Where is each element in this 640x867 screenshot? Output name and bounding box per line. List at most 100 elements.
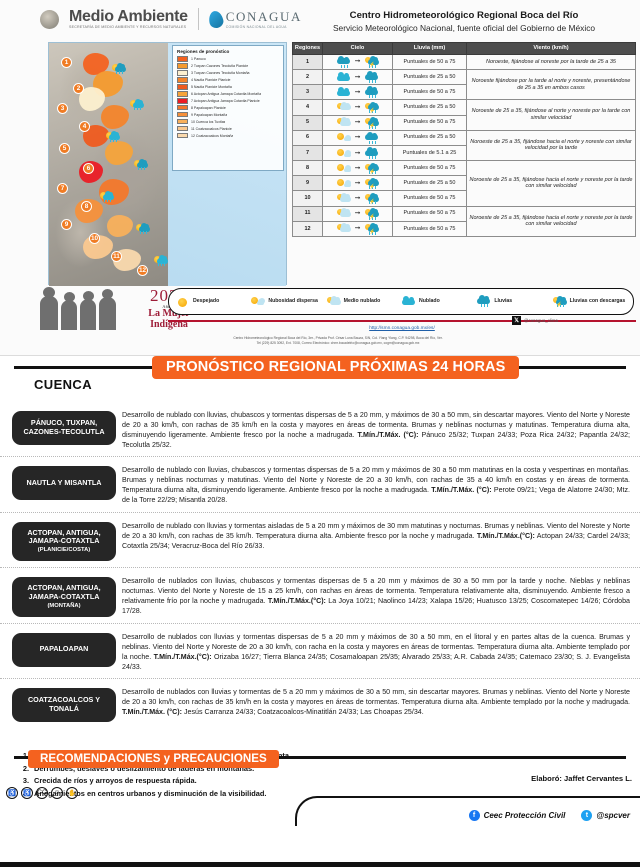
contact-fineprint: Centro Hidrometeorológico Regional Boca … bbox=[40, 336, 636, 346]
recommendation-text: Derrumbes, deslaves o deslizamiento de l… bbox=[34, 763, 255, 773]
twitter-bird-icon: t bbox=[581, 809, 593, 821]
conagua-logo: CONAGUA COMISIÓN NACIONAL DEL AGUA bbox=[207, 9, 302, 29]
map-pin[interactable]: 11 bbox=[111, 251, 122, 262]
map-legend-row: 4 Nautla Planicie Planicie bbox=[177, 76, 279, 83]
x-social-badge[interactable]: 𝕏 @conagua_clima bbox=[512, 316, 558, 325]
page-subtitle: Servicio Meteorológico Nacional, fuente … bbox=[332, 23, 596, 33]
map-legend-label: 4 Nautla Planicie Planicie bbox=[191, 77, 231, 82]
forecast-description: Desarrollo de nublados con lluvias, chub… bbox=[122, 577, 630, 606]
cloud-icon bbox=[336, 87, 351, 98]
document-header-banner: Medio Ambiente SECRETARÍA DE MEDIO AMBIE… bbox=[0, 0, 640, 356]
temperature-label: T.Mín./T.Máx. (°C): bbox=[357, 431, 419, 440]
basin-name: COATZACOALCOS Y TONALÁ bbox=[27, 695, 100, 713]
center-title-block: Centro Hidrometeorológico Regional Boca … bbox=[290, 10, 638, 33]
cell-rain: Puntuales de 50 a 75 bbox=[392, 205, 467, 222]
map-pin[interactable]: 12 bbox=[137, 265, 148, 276]
sky-transition: ➞ ⚡ bbox=[325, 162, 390, 174]
accessibility-icon: ♿ bbox=[21, 786, 33, 799]
rain-cloud-icon bbox=[364, 70, 379, 83]
cloud-icon bbox=[336, 71, 351, 83]
red-divider bbox=[168, 320, 636, 322]
map-weather-icon bbox=[111, 62, 126, 75]
map-pin[interactable]: 8 bbox=[81, 201, 92, 212]
map-pin[interactable]: 4 bbox=[79, 121, 90, 132]
map-legend-row: 2 Tuxpan Cazones Tecolutla Planicie bbox=[177, 62, 279, 69]
sky-transition: ➞ bbox=[325, 70, 390, 83]
cell-region: 8 bbox=[292, 160, 323, 177]
map-pin[interactable]: 2 bbox=[73, 83, 84, 94]
cell-wind: Noroeste de 25 a 35, fijándose hacia el … bbox=[466, 160, 636, 207]
forecast-text: Desarrollo de nublados con lluvias y tor… bbox=[122, 627, 636, 678]
accessibility-icon: CC bbox=[36, 786, 48, 799]
smn-website-link[interactable]: http://smn.conagua.gob.mx/es/ bbox=[369, 326, 435, 331]
map-legend-swatch bbox=[177, 104, 188, 111]
accessibility-icon: ♿ bbox=[6, 786, 18, 799]
forecast-description: Desarrollo de nublado con lluvias, chuba… bbox=[122, 411, 630, 440]
thunderstorm-icon: ⚡ bbox=[364, 162, 380, 174]
map-legend-row: 11 Coatzacoalcos Planicie bbox=[177, 125, 279, 132]
table-row: 6 ➞ Puntuales de 25 a 50 Noroeste de 25 a 3… bbox=[292, 129, 636, 162]
recommendation-item: 2. Derrumbes, deslaves o deslizamiento de… bbox=[18, 763, 640, 776]
map-legend-swatch bbox=[177, 125, 188, 132]
author-credit: Elaboró: Jaffet Cervantes L. bbox=[531, 774, 632, 783]
legend-label: Medio nublado bbox=[343, 297, 381, 304]
regional-forecast-section: PRONÓSTICO REGIONAL PRÓXIMAS 24 HORAS CU… bbox=[0, 356, 640, 728]
indigenous-women-illustration bbox=[38, 287, 130, 330]
map-legend-label: 5 Nautla Planicie Montaña bbox=[191, 84, 232, 89]
accessibility-icon: ✋ bbox=[66, 786, 78, 799]
basin-name: PAPALOAPAN bbox=[39, 644, 89, 654]
table-row: 1 ➞ ⚡ Puntuales de 50 a 75 Noroeste, fijándo… bbox=[292, 53, 636, 70]
map-pin[interactable]: 6 bbox=[83, 163, 94, 174]
basin-name: ACTOPAN, ANTIGUA, JAMAPA-COTAXTLA bbox=[27, 527, 101, 546]
legend-item-lluvias: Lluvias bbox=[476, 295, 551, 308]
forecast-row: ACTOPAN, ANTIGUA, JAMAPA-COTAXTLA (MONTAÑ… bbox=[0, 567, 640, 623]
sun-small-cloud-icon bbox=[336, 163, 352, 174]
recommendations-section: RECOMENDACIONES y PRECAUCIONES 1.Viento … bbox=[0, 750, 640, 826]
sun-behind-cloud-icon bbox=[336, 223, 351, 234]
cloud-icon bbox=[401, 296, 416, 307]
thunderstorm-icon: ⚡ bbox=[364, 117, 380, 129]
map-pin[interactable]: 3 bbox=[57, 103, 68, 114]
cell-sky: ➞ bbox=[322, 84, 393, 101]
accessibility-icons: ♿ ♿ CC ☺ ✋ bbox=[6, 786, 78, 799]
basin-name: ACTOPAN, ANTIGUA, JAMAPA-COTAXTLA bbox=[27, 583, 101, 601]
map-legend-swatch bbox=[177, 76, 188, 83]
cuenca-column-label: CUENCA bbox=[34, 377, 93, 392]
cell-rain: Puntuales de 50 a 75 bbox=[392, 220, 467, 238]
forecast-row: ACTOPAN, ANTIGUA, JAMAPA-COTAXTLA (PLANIC… bbox=[0, 511, 640, 568]
cell-wind: Noroeste de 25 a 35, fijándose hacia el … bbox=[466, 129, 636, 162]
ministry-logo: Medio Ambiente SECRETARÍA DE MEDIO AMBIE… bbox=[69, 8, 188, 30]
cell-region: 5 bbox=[292, 114, 323, 131]
legend-item-nublado: Nublado bbox=[401, 296, 476, 307]
cell-rain: Puntuales de 50 a 75 bbox=[392, 114, 467, 131]
thunderstorm-icon: ⚡ bbox=[364, 101, 380, 113]
map-pin[interactable]: 7 bbox=[57, 183, 68, 194]
twitter-label: @spcver bbox=[596, 810, 630, 820]
arrow-right-icon: ➞ bbox=[354, 149, 361, 157]
cell-rain: Puntuales de 50 a 75 bbox=[392, 84, 467, 101]
twitter-link[interactable]: t @spcver bbox=[581, 809, 630, 821]
cell-region: 9 bbox=[292, 175, 323, 192]
map-pin[interactable]: 1 bbox=[61, 57, 72, 68]
map-legend-swatch bbox=[177, 97, 188, 104]
facebook-link[interactable]: f Ceec Protección Civil bbox=[468, 809, 565, 821]
map-pin[interactable]: 10 bbox=[89, 233, 100, 244]
map-legend-row: 6 Actopan Antigua Jamapa Cotaxtla Montañ… bbox=[177, 90, 279, 97]
forecast-text: Desarrollo de nublado con lluvias y torm… bbox=[122, 516, 636, 557]
map-weather-icon bbox=[153, 254, 168, 267]
map-pin[interactable]: 9 bbox=[61, 219, 72, 230]
x-twitter-icon: 𝕏 bbox=[512, 316, 521, 325]
map-legend-label: 6 Actopan Antigua Jamapa Cotaxtla Montañ… bbox=[191, 91, 262, 96]
cell-sky: ➞ bbox=[322, 144, 393, 162]
conagua-subtitle: COMISIÓN NACIONAL DEL AGUA bbox=[225, 25, 287, 29]
table-row: 11 ➞ ⚡ Puntuales de 50 a 75 Noroeste de 25 a… bbox=[292, 205, 636, 238]
region-map: Regiones de pronóstico 1 Panuco 2 Tuxpan … bbox=[48, 42, 287, 286]
map-pin[interactable]: 5 bbox=[59, 143, 70, 154]
map-legend-row: 8 Papaloapan Planicie bbox=[177, 104, 279, 111]
map-weather-icon bbox=[133, 158, 148, 171]
cell-sky: ➞ ⚡ bbox=[322, 220, 393, 238]
forecast-description: Desarrollo de nublado con lluvias, chuba… bbox=[122, 466, 630, 495]
column-header-lluvia: Lluvia (mm) bbox=[392, 42, 467, 55]
thunderstorm-icon: ⚡ bbox=[364, 223, 380, 235]
column-header-viento: Viento (km/h) bbox=[466, 42, 636, 55]
